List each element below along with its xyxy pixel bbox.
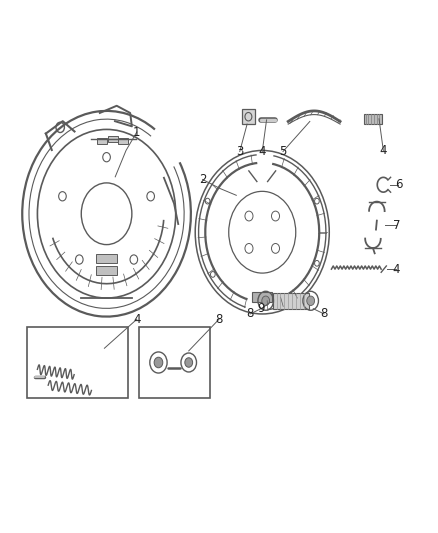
Text: 8: 8 <box>320 308 328 320</box>
Bar <box>27 327 128 398</box>
Text: 8: 8 <box>215 313 223 326</box>
Circle shape <box>185 358 193 367</box>
Bar <box>118 138 128 144</box>
Circle shape <box>154 357 163 368</box>
Bar <box>96 266 117 276</box>
Bar <box>97 138 107 144</box>
Text: 4: 4 <box>392 263 400 276</box>
Text: 5: 5 <box>279 145 287 158</box>
Bar <box>139 327 210 398</box>
Text: 9: 9 <box>258 302 265 315</box>
Text: 7: 7 <box>392 219 400 232</box>
Bar <box>96 254 117 263</box>
Text: 2: 2 <box>199 173 206 186</box>
Circle shape <box>205 198 210 204</box>
Bar <box>273 293 308 309</box>
Text: 4: 4 <box>380 144 387 157</box>
Bar <box>364 114 382 124</box>
Bar <box>252 292 272 302</box>
Text: 4: 4 <box>258 145 266 158</box>
Circle shape <box>314 198 319 204</box>
Text: 3: 3 <box>236 145 244 158</box>
Text: 4: 4 <box>133 313 141 326</box>
Text: 8: 8 <box>247 308 254 320</box>
Circle shape <box>314 261 319 266</box>
Text: 1: 1 <box>133 125 141 139</box>
Text: 6: 6 <box>395 178 402 191</box>
Bar <box>108 136 118 142</box>
Circle shape <box>211 271 215 277</box>
Circle shape <box>262 296 270 305</box>
Bar <box>242 109 255 124</box>
Circle shape <box>307 296 314 305</box>
